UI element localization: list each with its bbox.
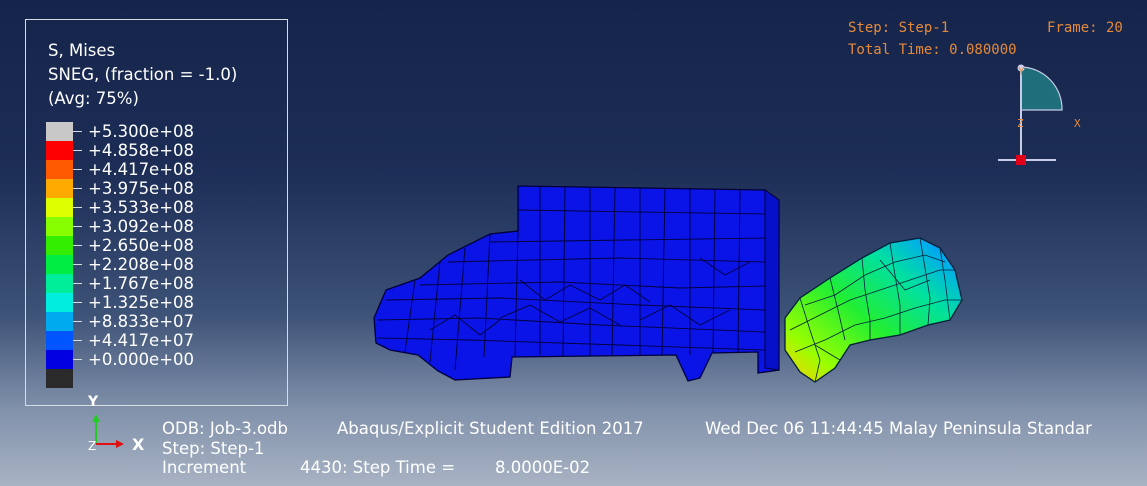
view-triad-x-label: X [1074,117,1081,130]
legend-tick [73,188,82,189]
legend-swatch [46,198,73,217]
legend-tick [73,226,82,227]
legend-swatch [46,312,73,331]
total-time-label: Total Time: 0.080000 [848,42,1017,58]
legend-tick [73,150,82,151]
coordinate-triad-icon: Y Z X [87,394,145,454]
triad-x-label: X [132,435,145,454]
legend-level-label: +1.767e+08 [88,274,195,293]
legend-level-label: +4.417e+07 [88,331,195,350]
legend-tick [73,283,82,284]
legend-tick [73,321,82,322]
legend-level-label: +4.858e+08 [88,141,195,160]
legend-color-bar [46,122,73,388]
date-label: Wed Dec 06 11:44:45 Malay Peninsula Stan… [705,419,1092,438]
legend-tick [73,359,82,360]
view-triad-z-label: Z [1017,117,1024,130]
legend-level-label: +8.833e+07 [88,312,195,331]
legend-swatch [46,369,73,388]
legend-swatch [46,179,73,198]
legend-swatch [46,141,73,160]
legend-tick [73,169,82,170]
view-triad-y-label: Y [1018,65,1025,78]
edition-label: Abaqus/Explicit Student Edition 2017 [337,419,644,438]
legend-level-label: +5.300e+08 [88,122,195,141]
legend-tick [73,207,82,208]
legend-level-label: +1.325e+08 [88,293,195,312]
legend-level-label: +4.417e+08 [88,160,195,179]
legend-level-label: +3.533e+08 [88,198,195,217]
legend-level-label: +0.000e+00 [88,350,195,369]
legend-level-label: +2.650e+08 [88,236,195,255]
frame-label: Frame: 20 [1047,20,1123,36]
legend-tick [73,245,82,246]
legend-swatch [46,160,73,179]
triad-z-label: Z [88,439,96,453]
legend-swatch [46,274,73,293]
legend-swatch [46,217,73,236]
triad-y-label: Y [87,394,99,410]
truck-mesh [373,185,780,382]
increment-value: 4430: Step Time = [300,458,456,477]
legend-tick [73,302,82,303]
car-mesh [784,237,963,383]
legend-averaging: (Avg: 75%) [48,89,139,108]
view-triad-icon: Y X Z [998,64,1081,165]
legend-swatch [46,236,73,255]
legend-tick [73,264,82,265]
legend-swatch [46,122,73,141]
contour-legend: S, Mises SNEG, (fraction = -1.0) (Avg: 7… [25,19,288,406]
legend-level-label: +3.975e+08 [88,179,195,198]
step-time-value: 8.0000E-02 [495,458,591,477]
legend-tick [73,340,82,341]
legend-level-label: +2.208e+08 [88,255,195,274]
legend-swatch [46,293,73,312]
legend-swatch [46,350,73,369]
legend-tick [73,131,82,132]
legend-swatch [46,331,73,350]
increment-label: Increment [162,458,247,477]
legend-title: S, Mises [48,41,116,60]
step-label: Step: Step-1 [848,20,950,36]
legend-swatch [46,255,73,274]
legend-subtitle: SNEG, (fraction = -1.0) [48,65,238,84]
odb-label: ODB: Job-3.odb [162,419,288,438]
step-line-label: Step: Step-1 [162,439,265,458]
legend-level-label: +3.092e+08 [88,217,195,236]
